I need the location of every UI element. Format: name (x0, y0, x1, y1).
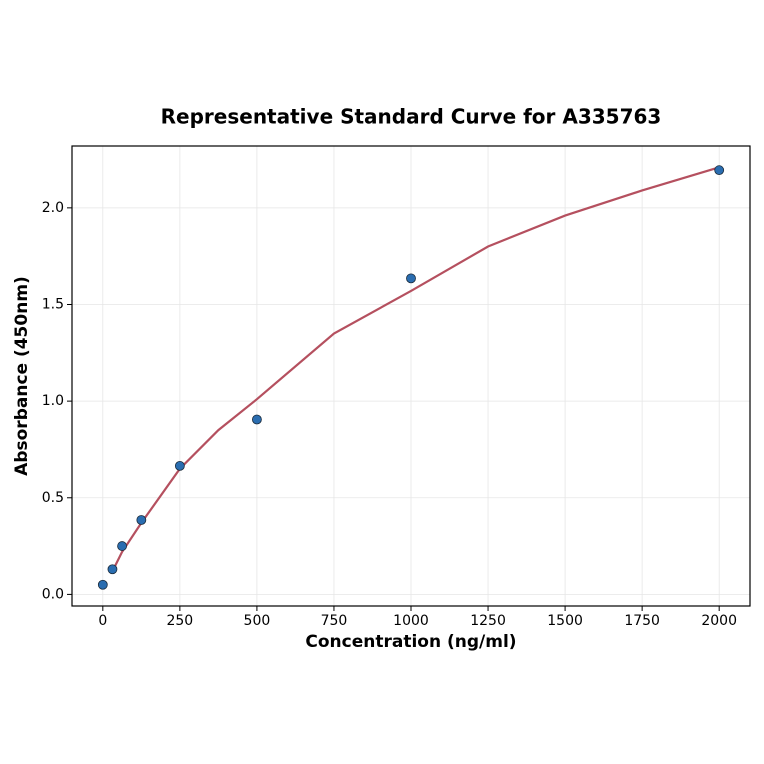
x-tick-label: 0 (98, 613, 107, 629)
data-point (252, 414, 262, 425)
x-tick-label: 1000 (393, 613, 429, 629)
y-tick-label: 0.0 (42, 586, 64, 602)
chart-title: Representative Standard Curve for A33576… (161, 105, 662, 129)
plot-frame (71, 145, 751, 607)
x-tick-label: 2000 (701, 613, 737, 629)
x-axis-label: Concentration (ng/ml) (305, 632, 516, 652)
y-tick-label: 0.5 (42, 490, 64, 506)
data-point (714, 165, 725, 176)
x-tick-label: 750 (321, 613, 348, 629)
x-tick-label: 500 (244, 613, 271, 629)
y-axis-label: Absorbance (450nm) (12, 276, 32, 476)
data-point (97, 579, 108, 590)
fit-curve (111, 166, 720, 572)
data-point (174, 460, 185, 471)
data-point (117, 541, 127, 551)
y-tick-label: 2.0 (42, 200, 64, 216)
x-tick-label: 1750 (624, 613, 660, 629)
x-tick-label: 1250 (470, 613, 506, 629)
x-tick-label: 1500 (547, 613, 583, 629)
data-point (107, 564, 118, 575)
y-tick-label: 1.5 (42, 296, 64, 312)
y-tick-label: 1.0 (42, 393, 64, 409)
data-point (136, 515, 147, 525)
x-tick-label: 250 (166, 613, 193, 629)
data-point (406, 273, 416, 284)
